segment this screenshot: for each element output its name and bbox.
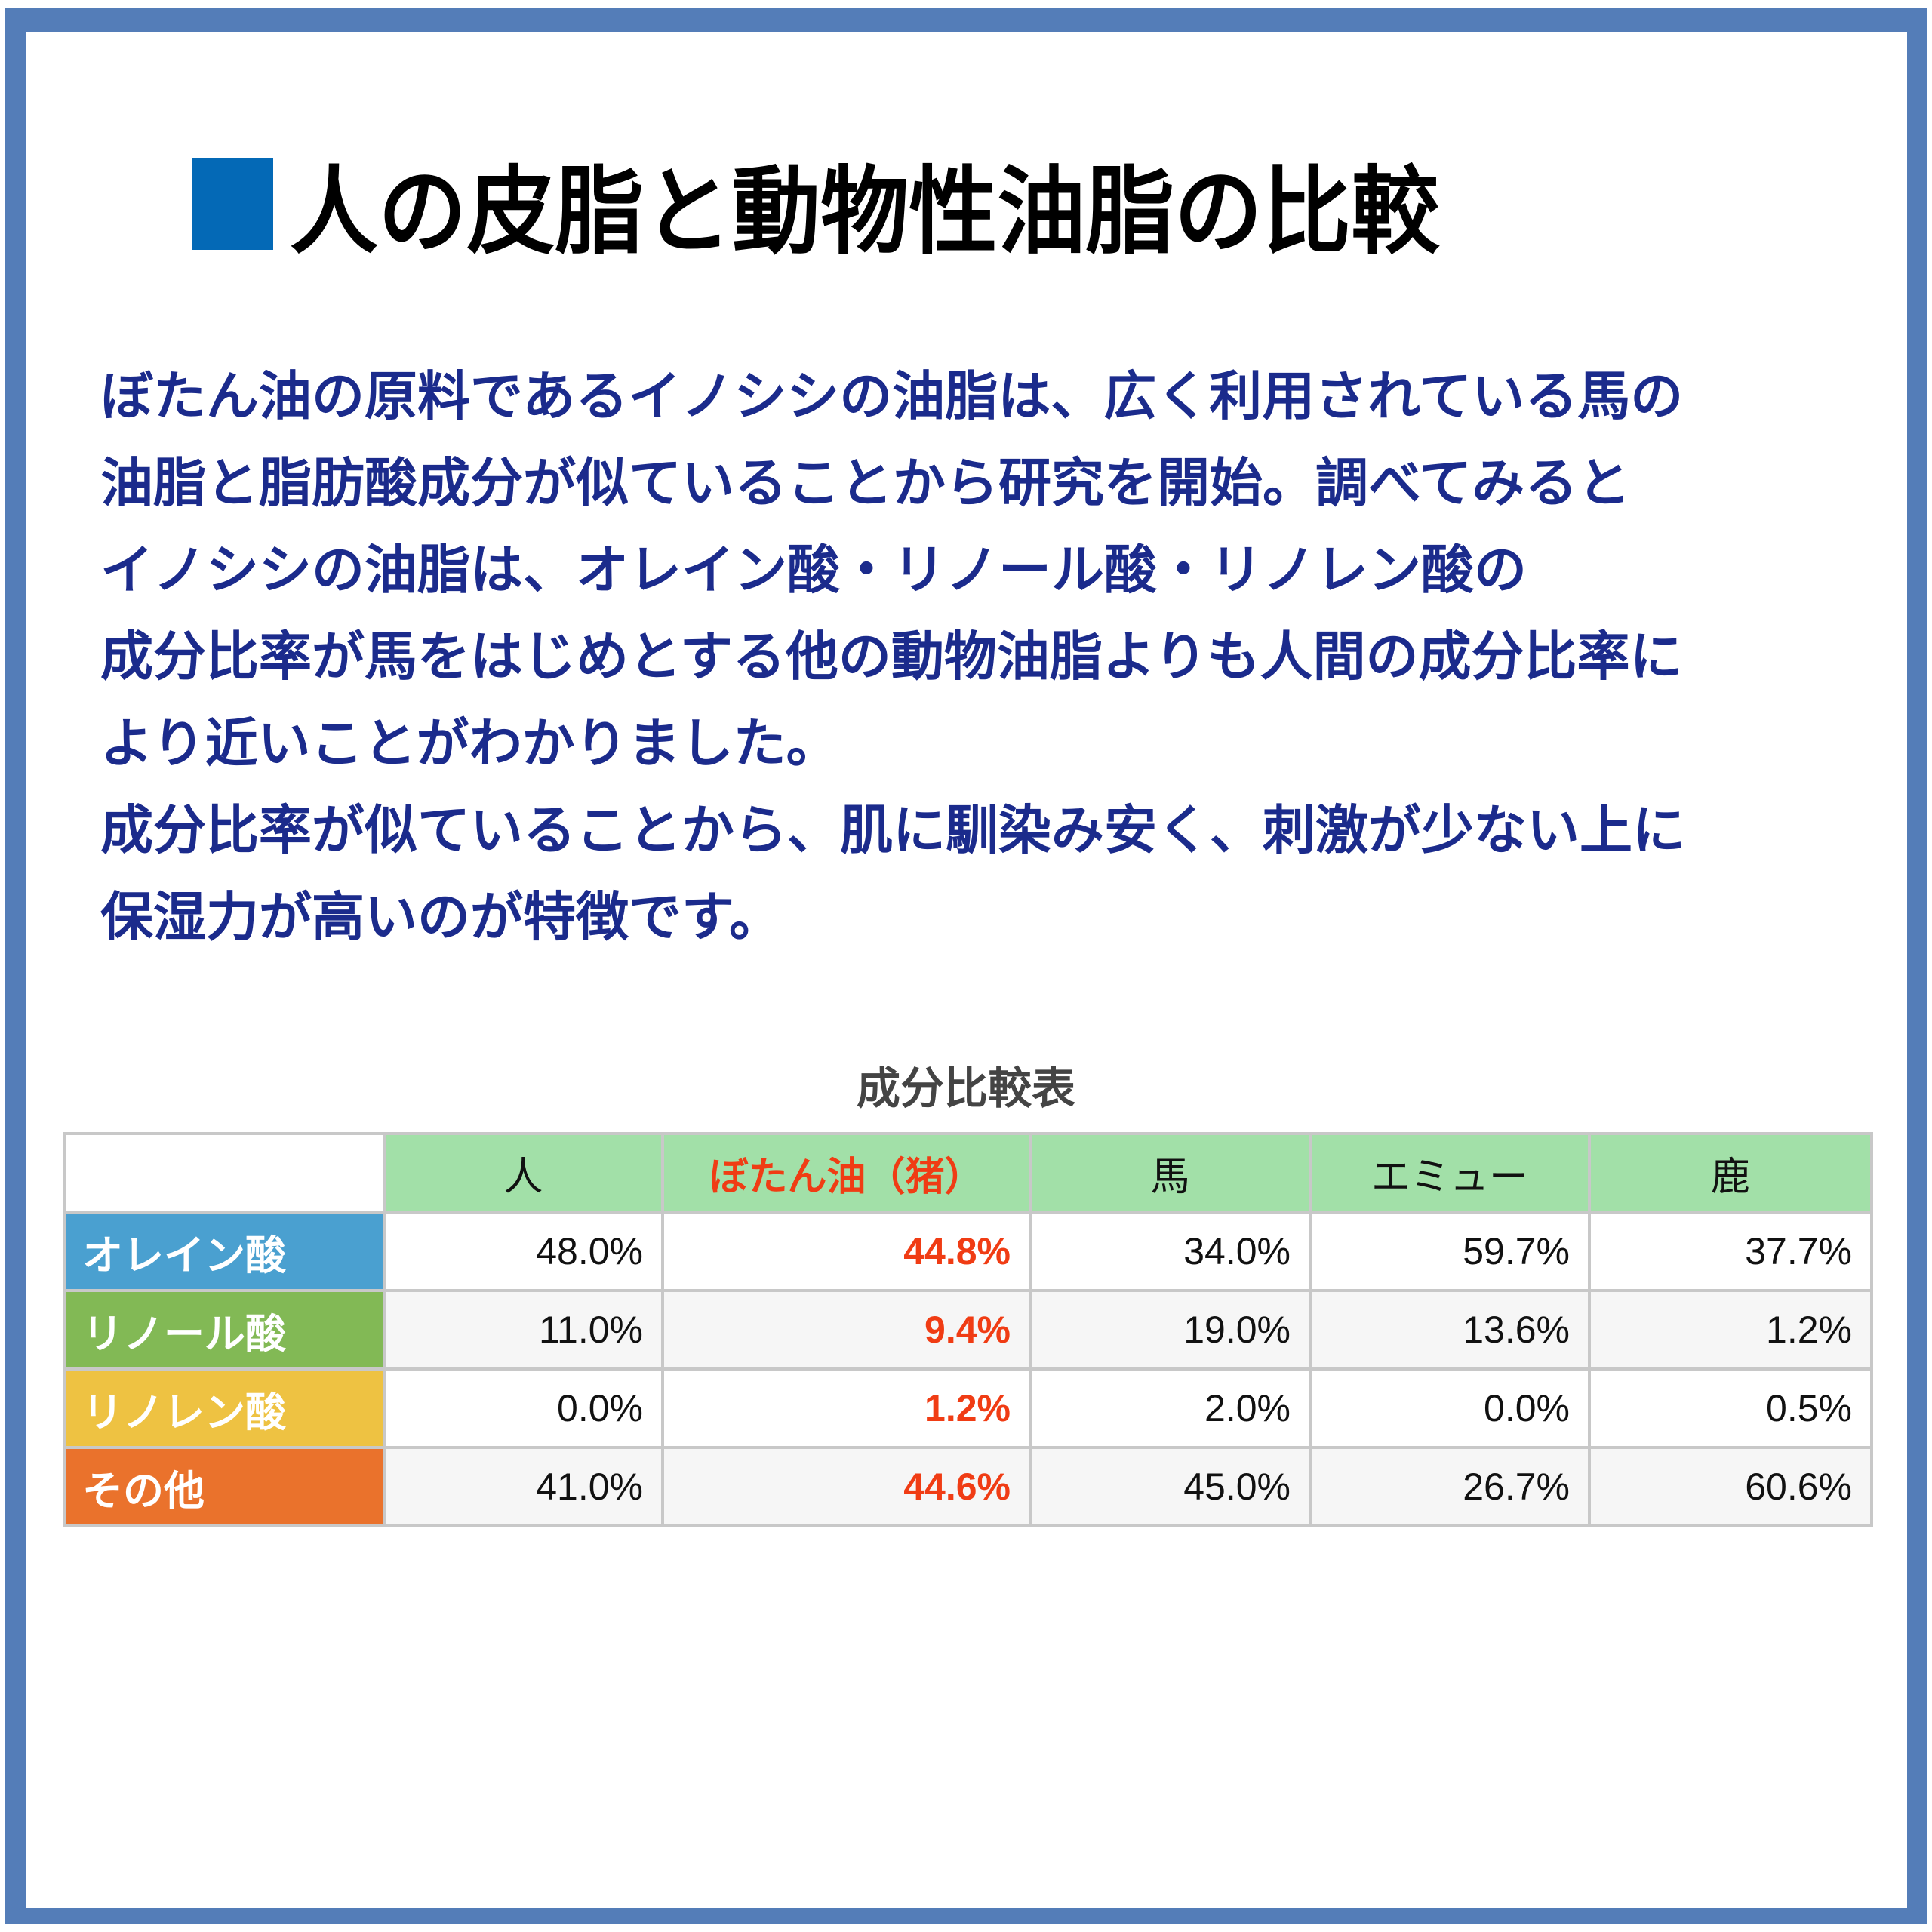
table-corner-cell	[63, 1132, 386, 1214]
table-row-linoleic: リノール酸 11.0% 9.4% 19.0% 13.6% 1.2%	[63, 1289, 1873, 1371]
row-header-linolenic: リノレン酸	[63, 1367, 386, 1449]
table-cell: 1.2%	[1588, 1289, 1873, 1371]
table-cell: 19.0%	[1029, 1289, 1312, 1371]
table-header-row: 人 ぼたん油（猪） 馬 エミュー 鹿	[63, 1132, 1873, 1214]
paragraph-line: より近いことがわかりました。	[100, 712, 839, 774]
row-header-oleic: オレイン酸	[63, 1211, 386, 1292]
table-cell: 0.5%	[1588, 1367, 1873, 1449]
table-cell-highlight: 9.4%	[661, 1289, 1032, 1371]
table-row-linolenic: リノレン酸 0.0% 1.2% 2.0% 0.0% 0.5%	[63, 1367, 1873, 1449]
column-header-emu: エミュー	[1309, 1132, 1591, 1214]
table-cell: 59.7%	[1309, 1211, 1591, 1292]
page-title: 人の皮脂と動物性油脂の比較	[192, 143, 1526, 267]
table-cell: 37.7%	[1588, 1211, 1873, 1292]
description-paragraph: ぼたん油の原料であるイノシシの油脂は、広く利用されている馬の 油脂と脂肪酸成分が…	[100, 353, 1859, 961]
table-cell: 0.0%	[1309, 1367, 1591, 1449]
row-header-linoleic: リノール酸	[63, 1289, 386, 1371]
column-header-horse: 馬	[1029, 1132, 1312, 1214]
table-cell-highlight: 44.8%	[661, 1211, 1032, 1292]
column-header-botan-oil: ぼたん油（猪）	[661, 1132, 1032, 1214]
paragraph-line: 成分比率が似ていることから、肌に馴染み安く、刺激が少ない上に	[100, 799, 1685, 861]
table-row-other: その他 41.0% 44.6% 45.0% 26.7% 60.6%	[63, 1446, 1873, 1527]
table-cell: 41.0%	[383, 1446, 664, 1527]
table-cell: 2.0%	[1029, 1367, 1312, 1449]
paragraph-line: ぼたん油の原料であるイノシシの油脂は、広く利用されている馬の	[100, 365, 1684, 427]
table-cell: 13.6%	[1309, 1289, 1591, 1371]
table-cell-highlight: 44.6%	[661, 1446, 1032, 1527]
table-cell: 45.0%	[1029, 1446, 1312, 1527]
paragraph-line: イノシシの油脂は、オレイン酸・リノール酸・リノレン酸の	[100, 539, 1527, 601]
table-row-oleic: オレイン酸 48.0% 44.8% 34.0% 59.7% 37.7%	[63, 1211, 1873, 1292]
table-cell: 0.0%	[383, 1367, 664, 1449]
table-cell: 60.6%	[1588, 1446, 1873, 1527]
square-bullet-icon	[192, 158, 273, 250]
paragraph-line: 油脂と脂肪酸成分が似ていることから研究を開始。調べてみると	[100, 452, 1631, 514]
table-cell: 48.0%	[383, 1211, 664, 1292]
row-header-other: その他	[63, 1446, 386, 1527]
paragraph-line: 成分比率が馬をはじめとする他の動物油脂よりも人間の成分比率に	[100, 626, 1683, 688]
table-cell-highlight: 1.2%	[661, 1367, 1032, 1449]
table-cell: 11.0%	[383, 1289, 664, 1371]
page-title-text: 人の皮脂と動物性油脂の比較	[290, 156, 1440, 267]
column-header-deer: 鹿	[1588, 1132, 1873, 1214]
comparison-table: 人 ぼたん油（猪） 馬 エミュー 鹿 オレイン酸 48.0% 44.8% 34.…	[63, 1132, 1873, 1527]
table-caption: 成分比較表	[856, 1063, 1075, 1114]
content-panel	[26, 32, 1907, 1908]
paragraph-line: 保湿力が高いのが特徴です。	[100, 886, 782, 948]
column-header-human: 人	[383, 1132, 664, 1214]
table-cell: 34.0%	[1029, 1211, 1312, 1292]
table-cell: 26.7%	[1309, 1446, 1591, 1527]
